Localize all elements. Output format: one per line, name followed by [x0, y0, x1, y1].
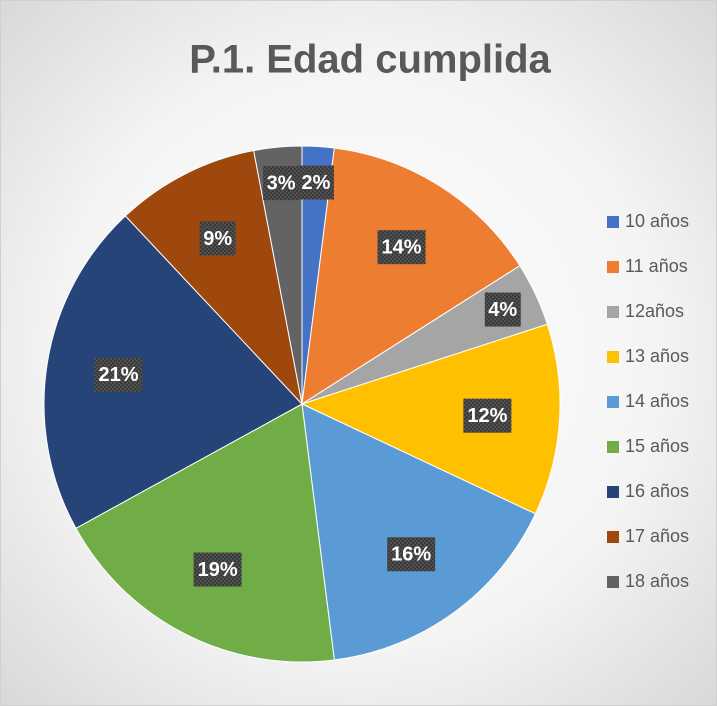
data-label-box: [297, 165, 334, 200]
pie-slice: [124, 149, 303, 406]
data-label: 12%: [467, 405, 507, 427]
data-label: 4%: [488, 299, 517, 321]
pie-slice: [43, 215, 303, 529]
pie-slice: [300, 323, 561, 515]
data-label: 21%: [99, 364, 139, 386]
legend-swatch: [607, 486, 619, 498]
data-label: 19%: [198, 559, 238, 581]
data-label-box: [463, 398, 512, 433]
data-label: 9%: [203, 228, 232, 250]
legend-swatch: [607, 261, 619, 273]
data-label: 16%: [391, 544, 431, 566]
data-label-box: [387, 537, 436, 572]
pie-slice: [301, 147, 521, 405]
data-label-box: [377, 230, 426, 265]
legend-label: 14 años: [625, 391, 689, 411]
data-label-box: [263, 166, 300, 201]
data-label: 3%: [267, 172, 296, 194]
data-label: 2%: [301, 172, 330, 194]
legend-swatch: [607, 441, 619, 453]
data-label: 14%: [382, 236, 422, 258]
legend-swatch: [607, 351, 619, 363]
legend-label: 13 años: [625, 346, 689, 366]
legend-label: 18 años: [625, 571, 689, 591]
legend-swatch: [607, 531, 619, 543]
data-label-box: [193, 552, 242, 587]
chart-title: P.1. Edad cumplida: [189, 38, 551, 82]
legend-label: 16 años: [625, 481, 689, 501]
legend-swatch: [607, 576, 619, 588]
legend-label: 17 años: [625, 526, 689, 546]
data-label-box: [484, 292, 521, 327]
data-label-box: [94, 357, 143, 392]
pie-slice: [301, 403, 537, 661]
legend-label: 11 años: [625, 256, 688, 276]
legend-swatch: [607, 216, 619, 228]
legend-label: 15 años: [625, 436, 689, 456]
legend-label: 12años: [625, 301, 684, 321]
legend-label: 10 años: [625, 211, 689, 231]
legend-swatch: [607, 306, 619, 318]
pie-slice: [253, 145, 303, 405]
data-label-box: [199, 221, 236, 256]
legend-swatch: [607, 396, 619, 408]
pie-slice: [75, 403, 335, 663]
